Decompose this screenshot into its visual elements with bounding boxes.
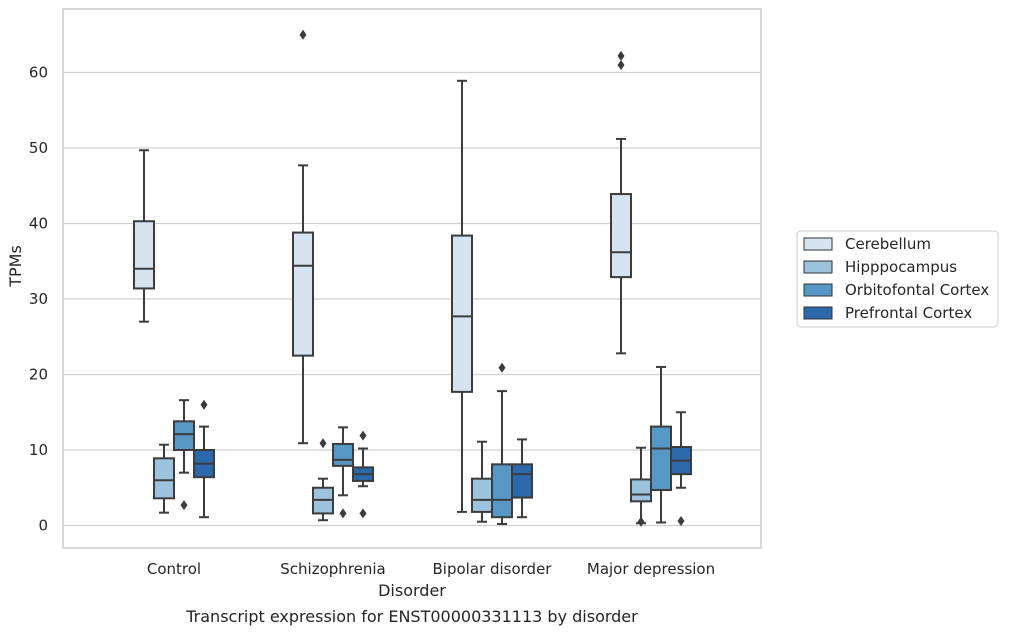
box-body [292, 231, 314, 357]
box-body [610, 193, 632, 279]
x-tick-label: Schizophrenia [280, 560, 385, 578]
legend-swatch [803, 306, 833, 320]
box-body [153, 457, 175, 500]
box-body [630, 478, 652, 503]
x-tick-label: Control [147, 560, 201, 578]
outlier-marker [180, 500, 188, 511]
y-axis-label: TPMs [6, 245, 25, 288]
y-tick-label: 50 [29, 139, 48, 157]
legend-label: Prefrontal Cortex [845, 304, 972, 322]
outlier-marker [637, 516, 645, 527]
y-tick-label: 40 [29, 215, 48, 233]
box-body [332, 442, 354, 467]
box-prefrontal-cortex-1 [352, 430, 374, 519]
box-cerebellum-0 [133, 149, 155, 323]
outlier-marker [677, 515, 685, 526]
outlier-marker [617, 50, 625, 61]
box-prefrontal-cortex-3 [670, 411, 692, 526]
box-body [511, 463, 533, 499]
y-tick-label: 20 [29, 366, 48, 384]
box-prefrontal-cortex-0 [193, 399, 215, 519]
plot-boxes [133, 29, 692, 527]
box-prefrontal-cortex-2 [511, 438, 533, 519]
box-cerebellum-3 [610, 50, 632, 355]
box-cerebellum-1 [292, 29, 314, 445]
y-axis: 0 10 20 30 40 50 60 [29, 64, 48, 535]
box-body [173, 420, 195, 451]
x-axis-label: Disorder [378, 581, 446, 600]
outlier-marker [200, 399, 208, 410]
plot-frame [62, 8, 762, 549]
box-orbitofontal-cortex-2 [491, 362, 513, 525]
y-tick-label: 10 [29, 441, 48, 459]
outlier-marker [359, 508, 367, 519]
box-orbitofontal-cortex-0 [173, 399, 195, 511]
y-tick-label: 60 [29, 64, 48, 82]
plot-border [62, 8, 762, 549]
box-hipppocampus-0 [153, 443, 175, 514]
legend-swatch [803, 260, 833, 274]
outlier-marker [617, 59, 625, 70]
legend-swatch [803, 283, 833, 297]
outlier-marker [498, 362, 506, 373]
box-orbitofontal-cortex-1 [332, 426, 354, 519]
y-tick-label: 0 [38, 517, 48, 535]
legend-swatch [803, 237, 833, 251]
box-hipppocampus-2 [471, 440, 493, 523]
x-tick-label: Bipolar disorder [433, 560, 553, 578]
box-body [650, 425, 672, 492]
box-cerebellum-2 [451, 79, 473, 513]
outlier-marker [299, 29, 307, 40]
legend-label: Hipppocampus [845, 258, 957, 276]
box-body [491, 463, 513, 519]
legend-label: Orbitofontal Cortex [845, 281, 989, 299]
legend-label: Cerebellum [845, 235, 931, 253]
legend: Cerebellum Hipppocampus Orbitofontal Corte… [796, 230, 999, 328]
box-hipppocampus-1 [312, 438, 334, 522]
box-body [471, 477, 493, 513]
x-tick-label: Major depression [587, 560, 715, 578]
box-orbitofontal-cortex-3 [650, 365, 672, 524]
box-body [133, 220, 155, 290]
box-hipppocampus-3 [630, 446, 652, 527]
outlier-marker [319, 438, 327, 449]
outlier-marker [359, 430, 367, 441]
x-axis: Control Schizophrenia Bipolar disorder Majo… [147, 560, 715, 578]
box-body [451, 234, 473, 393]
outlier-marker [339, 508, 347, 519]
y-tick-label: 30 [29, 290, 48, 308]
legend-frame [796, 230, 999, 328]
chart-caption: Transcript expression for ENST0000033111… [185, 607, 638, 626]
